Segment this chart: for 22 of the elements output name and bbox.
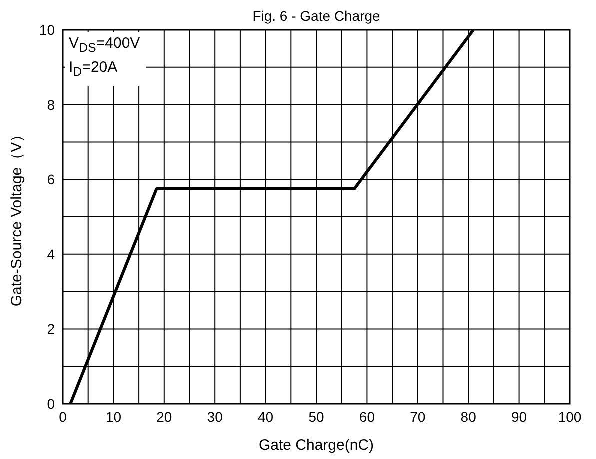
- y-tick-label: 0: [47, 396, 56, 412]
- y-axis-title: Gate-Source Voltage（V）: [8, 127, 26, 307]
- y-tick-label: 4: [47, 246, 56, 262]
- x-tick-label: 90: [512, 408, 528, 425]
- x-tick-label: 10: [106, 408, 122, 425]
- x-tick-label: 40: [258, 408, 274, 425]
- x-tick-label: 80: [460, 408, 477, 425]
- x-tick-label: 30: [207, 408, 224, 425]
- annotation: I$_{D}$=20A: [69, 58, 119, 81]
- x-axis-title: Gate Charge(nC): [258, 437, 374, 454]
- y-tick-label: 8: [47, 96, 56, 113]
- x-tick-label: 20: [156, 408, 172, 425]
- x-tick-label: 50: [308, 408, 324, 425]
- x-tick-label: 0: [59, 408, 68, 425]
- chart-title: Fig. 6 - Gate Charge: [252, 8, 382, 24]
- annotation: V$_{DS}$=400V: [69, 34, 140, 57]
- y-tick-label: 10: [39, 22, 56, 38]
- y-tick-label: 6: [47, 172, 56, 188]
- x-tick-label: 100: [558, 408, 582, 425]
- x-tick-label: 60: [359, 408, 376, 425]
- y-tick-label: 2: [47, 321, 56, 338]
- x-tick-label: 70: [410, 408, 426, 425]
